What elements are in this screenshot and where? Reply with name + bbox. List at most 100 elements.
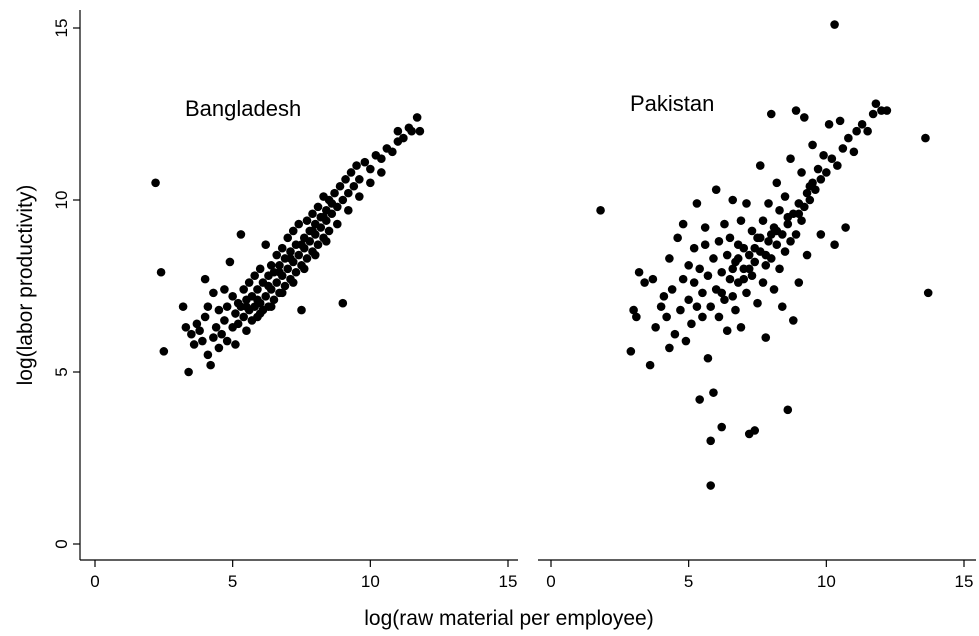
data-point xyxy=(272,250,282,260)
data-point xyxy=(341,175,350,184)
data-point xyxy=(626,347,636,356)
data-point xyxy=(733,254,743,263)
data-point xyxy=(662,312,671,322)
data-point xyxy=(728,292,738,301)
data-point xyxy=(921,133,930,143)
data-point xyxy=(824,120,834,129)
data-point xyxy=(645,360,655,370)
data-point xyxy=(206,360,215,370)
data-point xyxy=(346,168,356,177)
data-point xyxy=(195,326,204,336)
data-point xyxy=(399,133,408,143)
data-point xyxy=(725,274,735,284)
data-point xyxy=(305,236,315,246)
data-point xyxy=(758,278,768,287)
data-point xyxy=(772,240,782,250)
data-point xyxy=(788,316,798,325)
data-point xyxy=(261,292,271,301)
data-point xyxy=(802,188,812,198)
data-point xyxy=(775,206,784,215)
data-point xyxy=(819,150,828,160)
data-point xyxy=(151,178,160,188)
data-point xyxy=(783,219,793,229)
data-point xyxy=(156,267,166,277)
data-point xyxy=(687,319,696,329)
data-point xyxy=(253,285,262,294)
data-point xyxy=(849,147,859,157)
data-point xyxy=(214,305,224,315)
data-point xyxy=(822,168,831,177)
data-point xyxy=(324,226,334,236)
data-point xyxy=(764,199,773,208)
data-point xyxy=(335,181,345,191)
x-tick-label: 10 xyxy=(817,572,836,591)
data-point xyxy=(717,422,727,432)
data-point xyxy=(327,209,337,219)
data-point xyxy=(667,285,677,294)
data-point xyxy=(747,226,757,236)
x-axis-title: log(raw material per employee) xyxy=(364,607,653,630)
data-point xyxy=(833,161,842,170)
data-point xyxy=(838,144,848,153)
data-point xyxy=(755,161,765,170)
data-point xyxy=(783,405,793,415)
y-tick-label: 15 xyxy=(52,19,71,38)
data-point xyxy=(659,292,669,301)
points-pakistan xyxy=(596,20,933,490)
x-tick-label: 15 xyxy=(499,572,518,591)
data-point xyxy=(266,261,276,270)
data-point xyxy=(388,147,397,157)
data-point xyxy=(349,181,359,191)
data-point xyxy=(857,120,867,129)
data-point xyxy=(299,264,309,274)
data-point xyxy=(731,305,740,315)
x-ticks-pakistan: 0 5 10 15 xyxy=(546,560,973,591)
data-point xyxy=(698,288,707,298)
data-point xyxy=(863,126,872,136)
data-point xyxy=(714,312,724,322)
x-tick-label: 0 xyxy=(90,572,99,591)
data-point xyxy=(786,154,795,164)
data-point xyxy=(852,126,861,136)
y-axis-title: log(labor productivity) xyxy=(14,185,37,386)
panel-bangladesh: Bangladesh 0 5 10 15 xyxy=(79,10,518,591)
data-point xyxy=(656,302,666,311)
data-point xyxy=(744,250,754,260)
data-point xyxy=(868,109,878,119)
data-point xyxy=(678,274,688,284)
data-point xyxy=(275,261,284,270)
data-point xyxy=(689,243,699,253)
data-point xyxy=(288,226,298,236)
y-tick-label: 10 xyxy=(52,191,71,210)
data-point xyxy=(750,243,760,253)
data-point xyxy=(277,243,287,253)
data-point xyxy=(255,309,265,318)
data-point xyxy=(706,436,715,446)
data-point xyxy=(728,195,738,205)
data-point xyxy=(283,264,293,274)
data-point xyxy=(725,233,735,243)
data-point xyxy=(648,274,658,284)
data-point xyxy=(360,157,370,167)
data-point xyxy=(192,319,202,329)
y-ticks: 0 5 10 15 xyxy=(52,19,80,549)
data-point xyxy=(769,285,779,294)
data-point xyxy=(775,264,784,274)
data-point xyxy=(753,298,762,308)
data-point xyxy=(181,322,191,332)
data-point xyxy=(717,288,727,298)
data-point xyxy=(816,230,826,239)
data-point xyxy=(791,106,801,115)
data-point xyxy=(629,305,638,315)
data-point xyxy=(761,333,771,342)
data-point xyxy=(332,219,342,229)
x-ticks-bangladesh: 0 5 10 15 xyxy=(90,560,517,591)
data-point xyxy=(187,329,196,339)
data-point xyxy=(189,340,199,349)
data-point xyxy=(308,209,317,219)
data-point xyxy=(261,240,271,250)
data-point xyxy=(827,154,837,164)
data-point xyxy=(780,192,790,201)
data-point xyxy=(816,175,826,184)
